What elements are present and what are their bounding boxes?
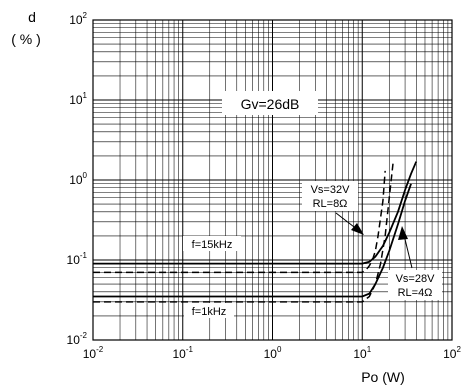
y-axis-label-d: d	[28, 9, 36, 25]
y-tick-label: 101	[69, 91, 87, 107]
y-tick-label: 102	[69, 11, 87, 27]
solid-curve-2	[93, 183, 412, 298]
vs28-arrow	[398, 226, 413, 269]
vs28-label-line1: Vs=28V	[396, 273, 435, 285]
y-axis-label-unit: ( % )	[11, 31, 41, 47]
x-tick-label: 102	[443, 345, 461, 361]
vs28-label-line2: RL=4Ω	[398, 287, 433, 299]
x-tick-label: 101	[353, 345, 371, 361]
y-tick-label: 10-2	[67, 331, 88, 347]
y-tick-label: 10-1	[67, 251, 88, 267]
solid-curve-1	[93, 161, 418, 265]
tick-labels: 10-2 10-1 100 101 102 10-2 10-1 100 101 102	[67, 11, 462, 361]
y-tick-label: 100	[69, 171, 87, 187]
vs32-label-line2: RL=8Ω	[313, 198, 348, 210]
f-high-label: f=15kHz	[192, 239, 233, 251]
gain-label: Gv=26dB	[241, 96, 300, 112]
x-tick-label: 10-2	[83, 345, 104, 361]
vs32-label-bg	[302, 181, 358, 211]
vs28-label-bg	[388, 270, 442, 300]
f-low-label-bg	[184, 303, 234, 318]
plot-frame	[92, 19, 453, 341]
x-tick-label: 100	[264, 345, 282, 361]
gain-label-bg	[222, 91, 318, 115]
dashed-curve-4	[93, 163, 394, 303]
f-high-label-bg	[183, 236, 241, 251]
f-low-label: f=1kHz	[192, 306, 227, 318]
dashed-curve-3	[93, 170, 386, 274]
vs32-label-line1: Vs=32V	[311, 184, 350, 196]
grid	[92, 20, 452, 341]
series-group	[93, 161, 418, 303]
x-axis-label: Po (W)	[361, 369, 405, 385]
vs32-arrow	[335, 212, 364, 235]
x-tick-label: 10-1	[173, 345, 194, 361]
